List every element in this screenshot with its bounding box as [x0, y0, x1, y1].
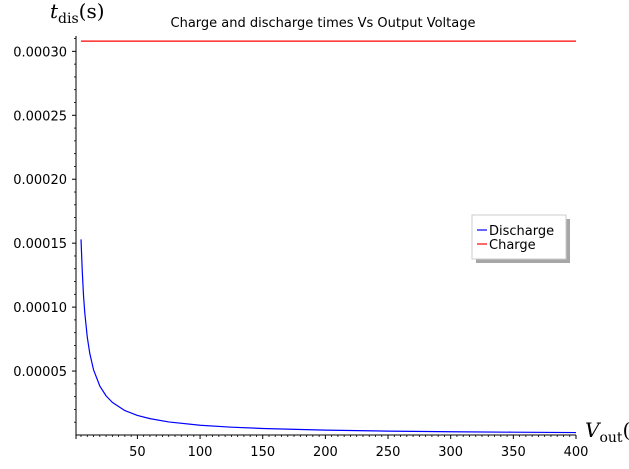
y-axis-label-sub: dis — [58, 11, 79, 27]
legend: Discharge Charge — [471, 214, 570, 263]
x-tick-label: 200 — [313, 445, 338, 460]
x-tick-label: 150 — [250, 445, 275, 460]
x-axis-label-tail: ( — [623, 418, 629, 442]
y-ticks: 0.00005 0.00010 0.00015 0.00020 0.00025 0.000… — [13, 38, 76, 423]
x-axis-label-main: V — [585, 418, 602, 442]
x-tick-label: 400 — [564, 445, 589, 460]
x-tick-label: 350 — [501, 445, 526, 460]
series-lines — [80, 40, 577, 434]
y-tick-label: 0.00005 — [13, 365, 67, 380]
y-axis-label-main: t — [50, 0, 59, 23]
x-tick-label: 300 — [438, 445, 463, 460]
legend-box — [471, 214, 567, 260]
legend-discharge-label: Discharge — [489, 224, 554, 239]
x-axis-label-sub: out — [599, 430, 622, 446]
y-tick-label: 0.00015 — [13, 237, 67, 252]
x-tick-label: 50 — [129, 445, 146, 460]
y-tick-label: 0.00025 — [13, 109, 67, 124]
y-axis-label: tdis(s) — [50, 0, 105, 27]
y-tick-label: 0.00020 — [13, 173, 67, 188]
x-axis-label: Vout( — [585, 418, 629, 446]
legend-charge-label: Charge — [489, 238, 536, 253]
y-tick-label: 0.00010 — [13, 301, 67, 316]
y-axis-label-tail: (s) — [79, 0, 105, 23]
chart-title: Charge and discharge times Vs Output Vol… — [171, 16, 476, 31]
x-tick-label: 250 — [376, 445, 401, 460]
y-tick-label: 0.00030 — [13, 45, 67, 60]
x-tick-label: 100 — [188, 445, 213, 460]
x-ticks: 50 100 150 200 250 300 350 400 — [75, 435, 589, 460]
series-line-discharge — [80, 239, 577, 434]
